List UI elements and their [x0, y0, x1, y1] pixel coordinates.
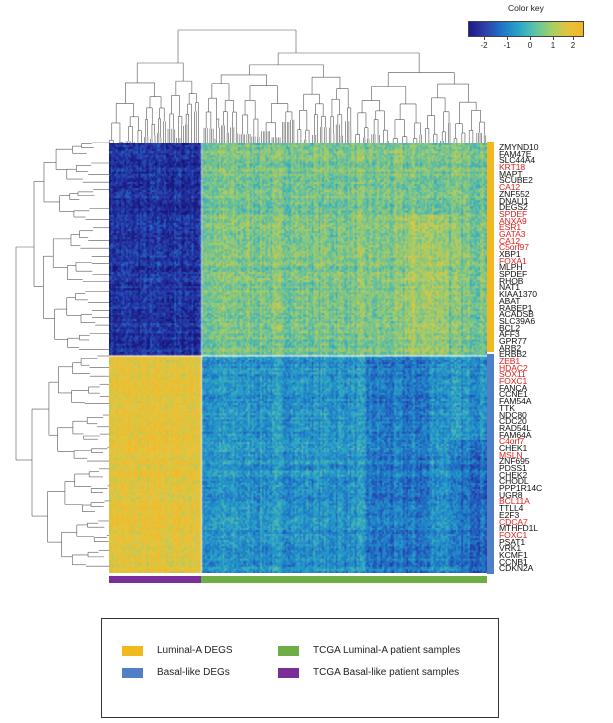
- color-key: Color key -2 -1 0 1 2: [464, 3, 592, 55]
- gene-label: CHEK1: [499, 442, 528, 453]
- color-key-tick-label: 2: [570, 41, 576, 50]
- gene-label: KIAA1370: [499, 289, 537, 300]
- gene-label: SLC39A6: [499, 315, 536, 326]
- gene-label: PPP1R14C: [499, 483, 543, 494]
- legend-swatch-basal-degs: [122, 667, 143, 678]
- gene-label: SPDEF: [499, 208, 528, 219]
- gene-label: FANCA: [499, 382, 528, 393]
- gene-label: ZEB1: [499, 356, 521, 366]
- gene-label: ZNF695: [499, 456, 530, 467]
- legend-label-tcga-basal: TCGA Basal-like patient samples: [313, 667, 460, 678]
- color-key-tickmark: [507, 36, 508, 40]
- gene-label: BCL2: [499, 322, 521, 333]
- legend-item-tcga-basal: TCGA Basal-like patient samples: [278, 667, 459, 678]
- gene-label: MSLN: [499, 449, 523, 460]
- gene-label: C4orf7: [499, 436, 525, 447]
- gene-label: SCUBE2: [499, 175, 533, 186]
- gene-label: TTLL4: [499, 503, 524, 514]
- expression-heatmap: [109, 143, 487, 573]
- gene-label: CHODL: [499, 476, 529, 487]
- color-key-tickmark: [530, 36, 531, 40]
- gene-label: GATA3: [499, 228, 526, 239]
- legend-swatch-luminal-degs: [122, 645, 143, 656]
- gene-label: CA12: [499, 235, 521, 246]
- gene-label: ABAT: [499, 295, 521, 306]
- gene-label: RHOB: [499, 275, 524, 286]
- legend-label-tcga-luminal: TCGA Luminal-A patient samples: [313, 645, 461, 656]
- gene-label: KRT18: [499, 162, 526, 173]
- gene-label: CDC20: [499, 416, 527, 427]
- gene-label: KCMF1: [499, 549, 528, 560]
- gene-label: TTK: [499, 402, 515, 413]
- gene-label: ZMYND10: [499, 142, 539, 152]
- gene-label: ACADSB: [499, 309, 534, 320]
- basal-degs-strip: [487, 354, 494, 574]
- gene-label: ANXA9: [499, 215, 527, 226]
- color-key-tickmark: [573, 36, 574, 40]
- color-key-tick-label: -2: [480, 41, 488, 50]
- column-dendrogram: [109, 29, 487, 143]
- gene-label: FOXC1: [499, 376, 528, 387]
- gene-label: FAM54A: [499, 396, 532, 407]
- row-annotation-strip: [487, 142, 495, 574]
- gene-label: AFF3: [499, 329, 520, 340]
- gene-label: PSAT1: [499, 536, 526, 547]
- gene-label: RAD54L: [499, 422, 531, 433]
- color-key-tickmark: [484, 36, 485, 40]
- color-key-title: Color key: [508, 3, 544, 13]
- legend-item-luminal-degs: Luminal-A DEGS: [122, 645, 233, 656]
- gene-label: RABEP1: [499, 302, 533, 313]
- gene-label: UGR8: [499, 489, 523, 500]
- color-key-tick-label: 1: [550, 41, 556, 50]
- legend-item-basal-degs: Basal-like DEGs: [122, 667, 230, 678]
- tcga-luminal-samples-strip: [201, 576, 487, 583]
- luminal-degs-strip: [487, 142, 494, 352]
- gene-label: SPDEF: [499, 269, 528, 280]
- gene-label: E2F3: [499, 509, 520, 520]
- gene-label: CHEK2: [499, 469, 528, 480]
- gene-label: FOXC1: [499, 529, 528, 540]
- gene-label: MTHFD1L: [499, 523, 538, 534]
- tcga-basal-samples-strip: [109, 576, 201, 583]
- legend-label-basal-degs: Basal-like DEGs: [157, 667, 230, 678]
- gene-label: CDKN2A: [499, 563, 534, 574]
- legend-swatch-tcga-luminal: [278, 645, 299, 656]
- gene-label: CA12: [499, 182, 521, 193]
- gene-label: NAT1: [499, 282, 520, 293]
- color-key-tick-label: -1: [503, 41, 511, 50]
- color-key-tickmark: [553, 36, 554, 40]
- gene-label: ERBB2: [499, 349, 527, 360]
- gene-label: NDC80: [499, 409, 527, 420]
- color-key-tick-label: 0: [527, 41, 533, 50]
- gene-label: VRK1: [499, 543, 522, 554]
- color-key-gradient-bar: [468, 21, 584, 37]
- row-dendrogram: [15, 142, 109, 567]
- gene-label: MAPT: [499, 168, 523, 179]
- gene-label: FAM64A: [499, 429, 532, 440]
- legend-label-luminal-degs: Luminal-A DEGS: [157, 645, 233, 656]
- gene-label: FAM47E: [499, 148, 532, 159]
- gene-label: C5orf97: [499, 242, 529, 253]
- gene-label: FOXA1: [499, 255, 527, 266]
- gene-label: MLPH: [499, 262, 523, 273]
- legend-box: Luminal-A DEGS Basal-like DEGs TCGA Lumi…: [101, 618, 499, 718]
- gene-label: SOX11: [499, 369, 526, 380]
- gene-label: ESR1: [499, 222, 522, 233]
- gene-label: BCL11A: [499, 496, 530, 507]
- gene-label: CCNE1: [499, 389, 528, 400]
- gene-label: HDAC2: [499, 362, 528, 373]
- gene-label: CDCA7: [499, 516, 528, 527]
- gene-label: ZNF552: [499, 188, 530, 199]
- gene-label: CCNB1: [499, 556, 528, 567]
- gene-label: GPR77: [499, 335, 527, 346]
- legend-item-tcga-luminal: TCGA Luminal-A patient samples: [278, 645, 460, 656]
- gene-label: DNALI1: [499, 195, 529, 206]
- legend-swatch-tcga-basal: [278, 667, 299, 678]
- gene-label: SLC44A4: [499, 155, 536, 166]
- gene-label: ARB2: [499, 342, 522, 353]
- gene-label: XBP1: [499, 249, 521, 259]
- gene-label: PDSS1: [499, 463, 527, 473]
- gene-label: DEGS2: [499, 202, 528, 213]
